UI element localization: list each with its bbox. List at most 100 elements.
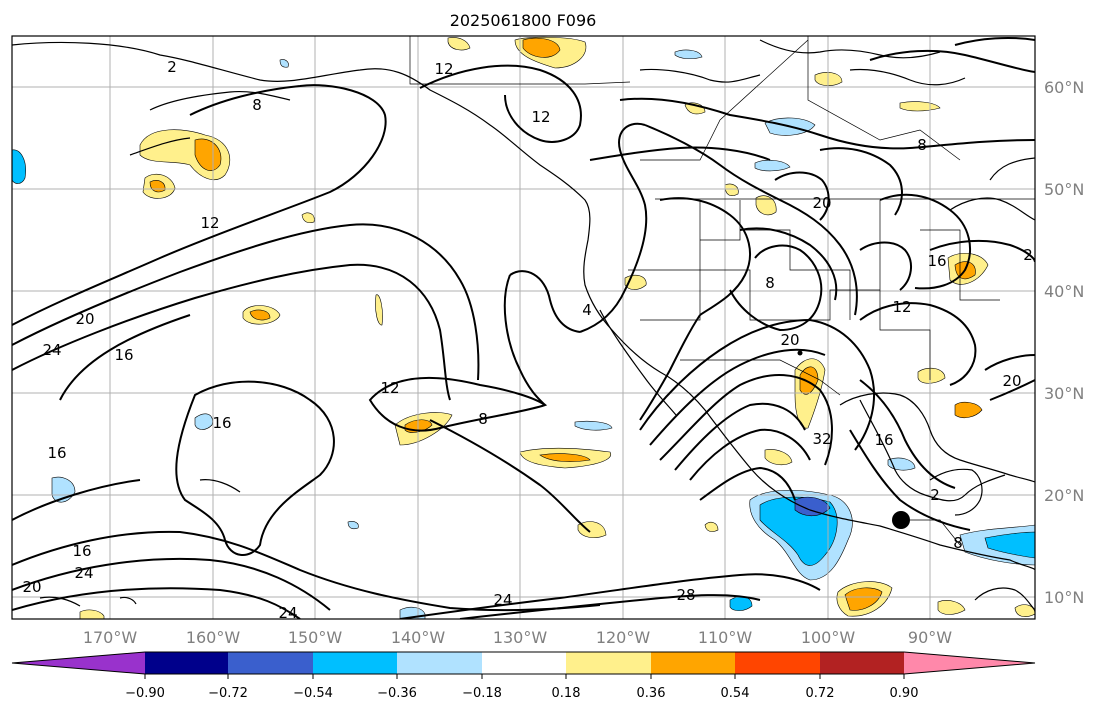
longitude-label: 140°W [391,628,446,647]
contour-label: 16 [927,252,946,270]
colorbar-segment [397,652,482,674]
negative-anomaly-patch [674,49,703,60]
colorbar-tick-label: −0.72 [208,686,248,701]
colorbar-tick-label: 0.90 [890,686,919,701]
negative-anomaly-patch [574,420,613,431]
positive-anomaly-patch [301,212,315,224]
colorbar-tick-label: 0.72 [806,686,835,701]
contour-label: 20 [75,310,94,328]
colorbar-segment [145,652,228,674]
contour-label: 24 [278,604,297,622]
negative-anomaly-patch [347,521,359,530]
contour-label: 20 [22,578,41,596]
latitude-labels: 60°N 50°N 40°N 30°N 20°N 10°N [1044,78,1084,607]
negative-anomaly-patch [194,413,213,430]
contour-label: 28 [676,586,695,604]
contour-label: 12 [531,108,550,126]
contour-label: 8 [478,410,488,428]
negative-anomaly-patch [754,159,791,172]
contour-label: 16 [72,542,91,560]
contour-label: 24 [42,341,61,359]
latitude-label: 10°N [1044,588,1084,607]
colorbar-tick-label: −0.18 [462,686,502,701]
longitude-label: 160°W [186,628,241,647]
colorbar-segment [651,652,735,674]
latitude-label: 20°N [1044,486,1084,505]
height-contours [12,36,1035,619]
positive-anomaly-patch [522,37,561,58]
colorbar-extend-low [12,652,145,674]
colorbar-tick-label: 0.36 [637,686,666,701]
positive-anomaly-patch [917,367,946,384]
positive-anomaly-patch [937,600,966,615]
coastlines [12,39,1035,611]
colorbar-segment [566,652,651,674]
colorbar-tick-label: −0.90 [125,686,165,701]
colorbar-segment [735,652,820,674]
positive-anomaly-patch [704,521,719,532]
contour-label: 16 [114,346,133,364]
negative-anomaly-patch [729,596,753,611]
positive-anomaly-patch [577,521,607,539]
longitude-label: 90°W [908,628,952,647]
contour-label: 24 [74,564,93,582]
storm-marker [892,511,910,529]
latitude-label: 60°N [1044,78,1084,97]
longitude-label: 150°W [288,628,343,647]
contour-label: 8 [252,96,262,114]
contour-label: 20 [1002,372,1021,390]
contour-label: 24 [493,591,512,609]
negative-anomaly-patch [794,496,831,517]
colorbar-segment [313,652,397,674]
contour-label: 16 [47,444,66,462]
positive-anomaly-patch [844,587,883,611]
longitude-label: 110°W [698,628,753,647]
contour-label: 8 [765,274,775,292]
negative-anomaly-patch [279,59,289,68]
positive-anomaly-patch [447,37,471,51]
contour-label: 8 [917,136,927,154]
colorbar-segment [820,652,904,674]
positive-anomaly-patch [755,195,777,216]
positive-anomaly-patch [194,138,222,171]
contour-label: 12 [434,60,453,78]
colorbar-tick-label: −0.54 [293,686,333,701]
contour-label: 32 [812,430,831,448]
latitude-label: 30°N [1044,384,1084,403]
colorbar: −0.90 −0.72 −0.54 −0.36 −0.18 0.18 0.36 … [11,651,1036,701]
positive-anomaly-patch [724,183,739,196]
contour-label: 12 [200,214,219,232]
contour-label: 4 [582,301,592,319]
colorbar-tick-label: 0.18 [552,686,581,701]
longitude-label: 130°W [493,628,548,647]
contour-label: 16 [874,431,893,449]
shaded-anomaly-fields [12,36,1035,619]
positive-anomaly-patch [764,449,793,466]
latitude-label: 50°N [1044,180,1084,199]
longitude-label: 100°W [801,628,856,647]
contour-label: 12 [892,298,911,316]
longitude-labels: 170°W 160°W 150°W 140°W 130°W 120°W 110°… [83,628,952,647]
negative-anomaly-patch [887,457,916,471]
contour-label: 2 [1023,246,1033,264]
colorbar-segment [482,652,566,674]
contour-label: 8 [953,534,963,552]
negative-anomaly-patch [984,531,1035,559]
colorbar-tick-label: 0.54 [721,686,750,701]
contour-label: 2 [167,58,177,76]
colorbar-tick-label: −0.36 [377,686,417,701]
contour-labels: 12 8 12 8 12 20 24 16 12 8 16 16 4 8 20 … [22,58,1033,622]
contour-label: 16 [212,414,231,432]
negative-anomaly-patch [12,149,26,184]
map-panel: 12 8 12 8 12 20 24 16 12 8 16 16 4 8 20 … [12,36,1035,622]
contour-label: 2 [930,486,940,504]
positive-anomaly-patch [249,309,271,321]
positive-anomaly-patch [539,453,591,462]
longitude-label: 170°W [83,628,138,647]
map-frame [11,35,1036,620]
storm-marker [797,350,803,356]
latitude-label: 40°N [1044,282,1084,301]
contour-label: 20 [812,194,831,212]
longitude-label: 120°W [596,628,651,647]
